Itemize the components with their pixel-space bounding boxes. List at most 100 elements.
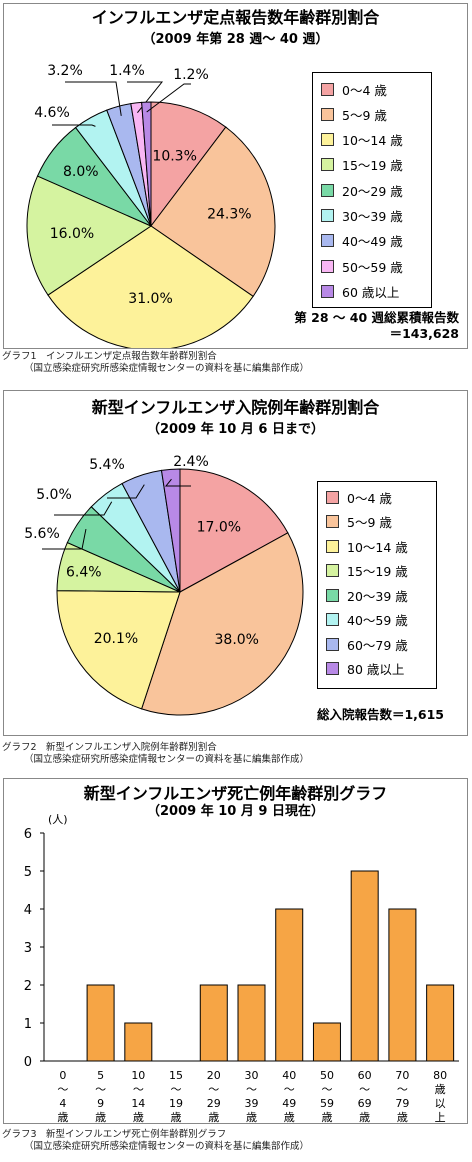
chart3-bar-7 — [312, 1022, 341, 1062]
chart1-legend-swatch — [321, 158, 334, 172]
chart3-x-tick-label: ～ — [208, 1083, 219, 1096]
chart2-legend: 0～4 歳 5～9 歳 10～14 歳 15～19 歳 20～39 歳 40～59 歳 60… — [317, 481, 437, 689]
chart3-x-tick-label: 以 — [435, 1097, 446, 1110]
chart2-slice-label-6: 5.4% — [89, 457, 125, 473]
chart1-slice-label-6: 3.2% — [47, 63, 83, 79]
chart2-legend-label: 60～79 歳 — [347, 637, 408, 653]
chart3-x-tick-label: ～ — [57, 1083, 68, 1096]
chart3-x-tick-label: 歳 — [246, 1111, 257, 1123]
chart1-legend-label: 20～29 歳 — [342, 183, 403, 199]
chart2-legend-item: 10～14 歳 — [326, 536, 408, 556]
chart2-note-line1: 総入院報告数＝1,615 — [316, 707, 444, 722]
chart2-leader-4 — [42, 528, 87, 550]
chart3-x-tick-label: 19 — [169, 1097, 183, 1110]
chart3-x-tick-label: 69 — [358, 1097, 372, 1110]
chart1-slice-8 — [141, 101, 152, 227]
chart2-caption: グラフ2 新型インフルエンザ入院例年齢群別割合 （国立感染症研究所感染症情報セン… — [2, 742, 309, 766]
chart2-slice-label-5: 5.0% — [36, 487, 72, 503]
chart3-panel: 新型インフルエンザ死亡例年齢群別グラフ （2009 年 10 月 9 日現在） … — [3, 778, 468, 1124]
chart3-x-tick-label: 20 — [207, 1069, 221, 1082]
chart2-legend-item: 20～39 歳 — [326, 585, 408, 605]
chart1-legend-item: 10～14 歳 — [321, 130, 403, 150]
chart3-x-tick-label: 60 — [358, 1069, 372, 1082]
chart1-legend-label: 30～39 歳 — [342, 209, 403, 224]
chart3-x-tick-label: 歳 — [57, 1111, 68, 1123]
chart2-legend-swatch — [326, 564, 339, 577]
chart3-x-tick-label: 40 — [282, 1069, 296, 1082]
chart3-bar-9 — [388, 908, 417, 1062]
chart2-caption-line1: グラフ2 新型インフルエンザ入院例年齢群別割合 — [2, 742, 217, 753]
chart2-legend-label: 5～9 歳 — [347, 515, 392, 530]
chart1-slice-2 — [47, 225, 254, 348]
chart3-unit-label: (人) — [48, 813, 68, 826]
chart3-x-tick-label: 9 — [97, 1097, 104, 1110]
chart1-legend: 0～4 歳 5～9 歳 10～14 歳 15～19 歳 20～29 歳 30～39 歳 40… — [312, 72, 432, 308]
chart2-legend-label: 15～19 歳 — [347, 564, 408, 579]
chart2-legend-label: 0～4 歳 — [347, 490, 392, 506]
chart2-slice-2 — [56, 590, 181, 710]
chart1-note-line1: 第 28 ～ 40 週総累積報告数 — [294, 310, 459, 325]
chart2-slice-1 — [140, 532, 304, 716]
chart2-legend-label: 20～39 歳 — [347, 588, 408, 604]
chart2-legend-swatch — [326, 515, 339, 528]
chart1-slice-label-2: 31.0% — [128, 291, 172, 307]
chart3-bars: (人)01234560～4歳5～9歳10～14歳15～19歳20～29歳30～3… — [24, 813, 459, 1123]
chart1-legend-swatch — [321, 107, 334, 121]
chart3-x-tick-label: 歳 — [208, 1111, 219, 1123]
chart1-legend-swatch — [321, 209, 334, 222]
chart3-x-tick-label: 30 — [245, 1069, 259, 1082]
chart1-legend-item: 5～9 歳 — [321, 104, 387, 124]
chart3-x-tick-label: 歳 — [435, 1083, 446, 1096]
chart1-legend-item: 0～4 歳 — [321, 79, 387, 99]
chart1-legend-label: 40～49 歳 — [342, 234, 403, 250]
chart3-x-tick-label: ～ — [284, 1083, 295, 1096]
chart3-x-tick-label: 49 — [282, 1097, 296, 1110]
chart1-panel: インフルエンザ定点報告数年齢群別割合 （2009 年第 28 週～ 40 週） … — [3, 3, 468, 349]
chart3-x-tick-label: 0 — [59, 1069, 66, 1082]
chart3-x-tick-label: ～ — [321, 1083, 332, 1096]
chart2-caption-line2: （国立感染症研究所感染症情報センターの資料を基に編集部作成） — [24, 754, 310, 765]
chart3-y-tick-label: 6 — [24, 827, 32, 842]
chart3-x-tick-label: ～ — [171, 1083, 182, 1096]
chart3-x-tick-label: 上 — [435, 1111, 446, 1123]
chart1-legend-label: 5～9 歳 — [342, 107, 387, 123]
chart3-x-tick-label: ～ — [246, 1083, 257, 1096]
chart2-legend-item: 60～79 歳 — [326, 634, 408, 654]
chart2-legend-label: 40～59 歳 — [347, 613, 408, 628]
chart1-slice-label-5: 4.6% — [34, 105, 70, 121]
chart3-x-tick-label: 4 — [59, 1097, 66, 1110]
chart3-x-tick-label: ～ — [397, 1083, 408, 1096]
chart1-legend-item: 15～19 歳 — [321, 155, 403, 175]
chart1-slice-3 — [26, 175, 153, 296]
chart3-y-tick-label: 0 — [24, 1055, 32, 1070]
chart1-caption-line2: （国立感染症研究所感染症情報センターの資料を基に編集部作成） — [24, 363, 310, 374]
chart1-legend-item: 20～29 歳 — [321, 180, 403, 200]
chart2-legend-swatch — [326, 490, 339, 504]
chart1-legend-label: 10～14 歳 — [342, 133, 403, 149]
chart3-y-tick-label: 5 — [24, 865, 32, 880]
chart2-slice-0 — [179, 468, 289, 593]
chart3-x-tick-label: ～ — [95, 1083, 106, 1096]
chart1-legend-label: 50～59 歳 — [342, 259, 403, 275]
chart1-slice-label-3: 16.0% — [50, 226, 94, 242]
chart1-caption-line1: グラフ1 インフルエンザ定点報告数年齢群別割合 — [2, 351, 217, 362]
chart3-x-tick-label: 歳 — [359, 1111, 370, 1123]
chart1-legend-swatch — [321, 133, 334, 147]
chart1-leader-5 — [52, 124, 96, 127]
chart1-slice-label-4: 8.0% — [63, 164, 99, 180]
chart1-legend-item: 50～59 歳 — [321, 256, 403, 276]
chart1-slice-0 — [150, 101, 227, 228]
chart3-x-tick-label: 15 — [169, 1069, 183, 1082]
chart3-x-tick-label: 10 — [131, 1069, 145, 1082]
chart3-bar-1 — [86, 984, 115, 1062]
chart2-legend-label: 10～14 歳 — [347, 539, 408, 555]
chart3-bar-10 — [426, 984, 455, 1062]
chart2-legend-swatch — [326, 662, 339, 675]
chart1-legend-label: 15～19 歳 — [342, 158, 403, 174]
chart3-x-tick-label: 80 — [433, 1069, 447, 1082]
chart3-y-tick-label: 2 — [24, 979, 32, 994]
chart3-x-tick-label: ～ — [359, 1083, 370, 1096]
chart3-y-tick-label: 4 — [24, 903, 32, 918]
chart1-slice-label-0: 10.3% — [152, 148, 196, 164]
chart1-caption: グラフ1 インフルエンザ定点報告数年齢群別割合 （国立感染症研究所感染症情報セン… — [2, 351, 309, 375]
